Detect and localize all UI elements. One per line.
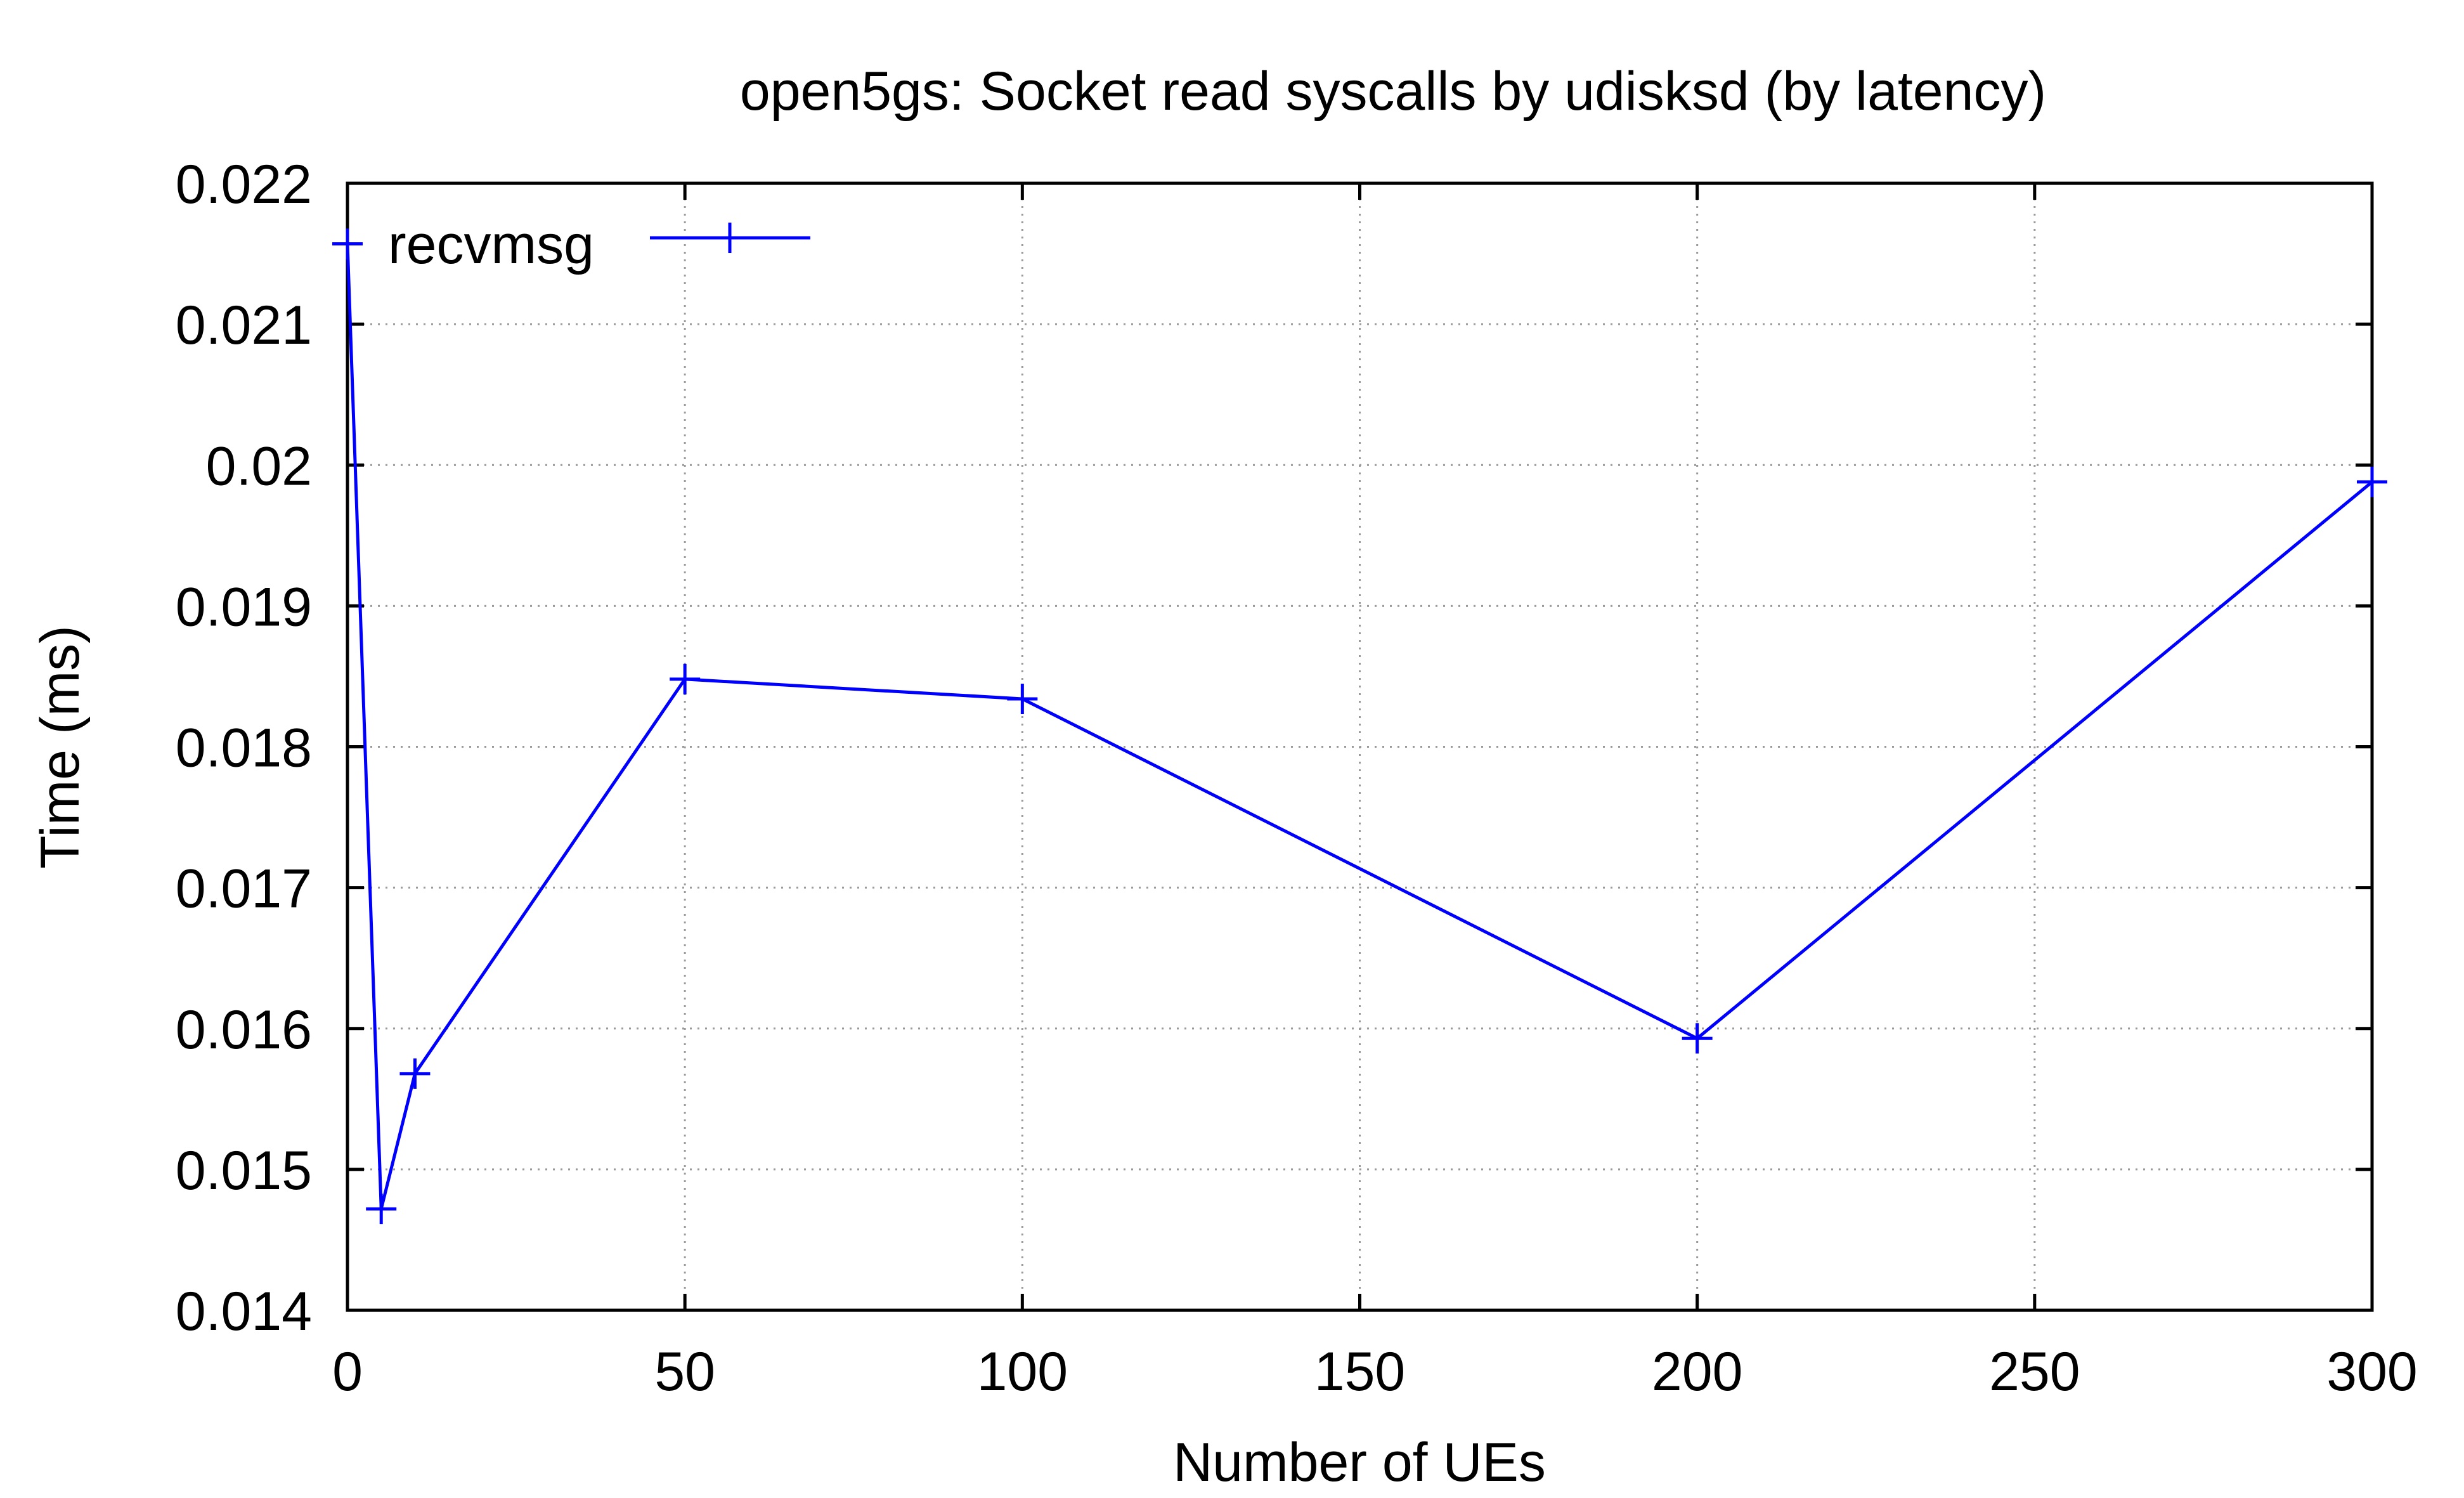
data-point (366, 1194, 397, 1225)
data-point (1007, 683, 1038, 714)
y-tick-label: 0.022 (176, 154, 312, 215)
x-tick-label: 50 (654, 1341, 715, 1402)
y-tick-label: 0.018 (176, 718, 312, 779)
data-point (1682, 1023, 1713, 1054)
y-tick-label: 0.017 (176, 859, 312, 920)
x-tick-label: 100 (977, 1341, 1068, 1402)
y-tick-label: 0.015 (176, 1140, 312, 1201)
y-tick-label: 0.016 (176, 1000, 312, 1060)
y-tick-label: 0.02 (206, 436, 312, 497)
x-tick-label: 0 (332, 1341, 363, 1402)
grid-lines (347, 183, 2372, 1310)
y-axis-label: Time (ms) (30, 625, 91, 869)
y-tick-label: 0.019 (176, 576, 312, 637)
data-point (332, 228, 363, 259)
legend: recvmsg (388, 214, 810, 275)
plot-frame (346, 181, 2374, 1312)
x-axis-label: Number of UEs (1173, 1432, 1546, 1493)
data-point (2357, 466, 2387, 497)
x-tick-label: 200 (1652, 1341, 1743, 1402)
x-tick-label: 300 (2326, 1341, 2418, 1402)
x-tick-label: 250 (1989, 1341, 2080, 1402)
data-point (399, 1058, 431, 1089)
x-tick-labels: 0 50 100 150 200 250 300 (332, 1341, 2418, 1402)
y-tick-labels: 0.014 0.015 0.016 0.017 0.018 0.019 0.02 0.021 0… (176, 154, 312, 1342)
x-tick-label: 150 (1314, 1341, 1406, 1402)
y-tick-label: 0.021 (176, 295, 312, 356)
y-tick-label: 0.014 (176, 1281, 312, 1342)
chart-title: open5gs: Socket read syscalls by udisksd… (740, 61, 2046, 122)
series-recvmsg (332, 228, 2387, 1225)
data-point (670, 663, 701, 694)
legend-label-recvmsg: recvmsg (388, 214, 594, 275)
